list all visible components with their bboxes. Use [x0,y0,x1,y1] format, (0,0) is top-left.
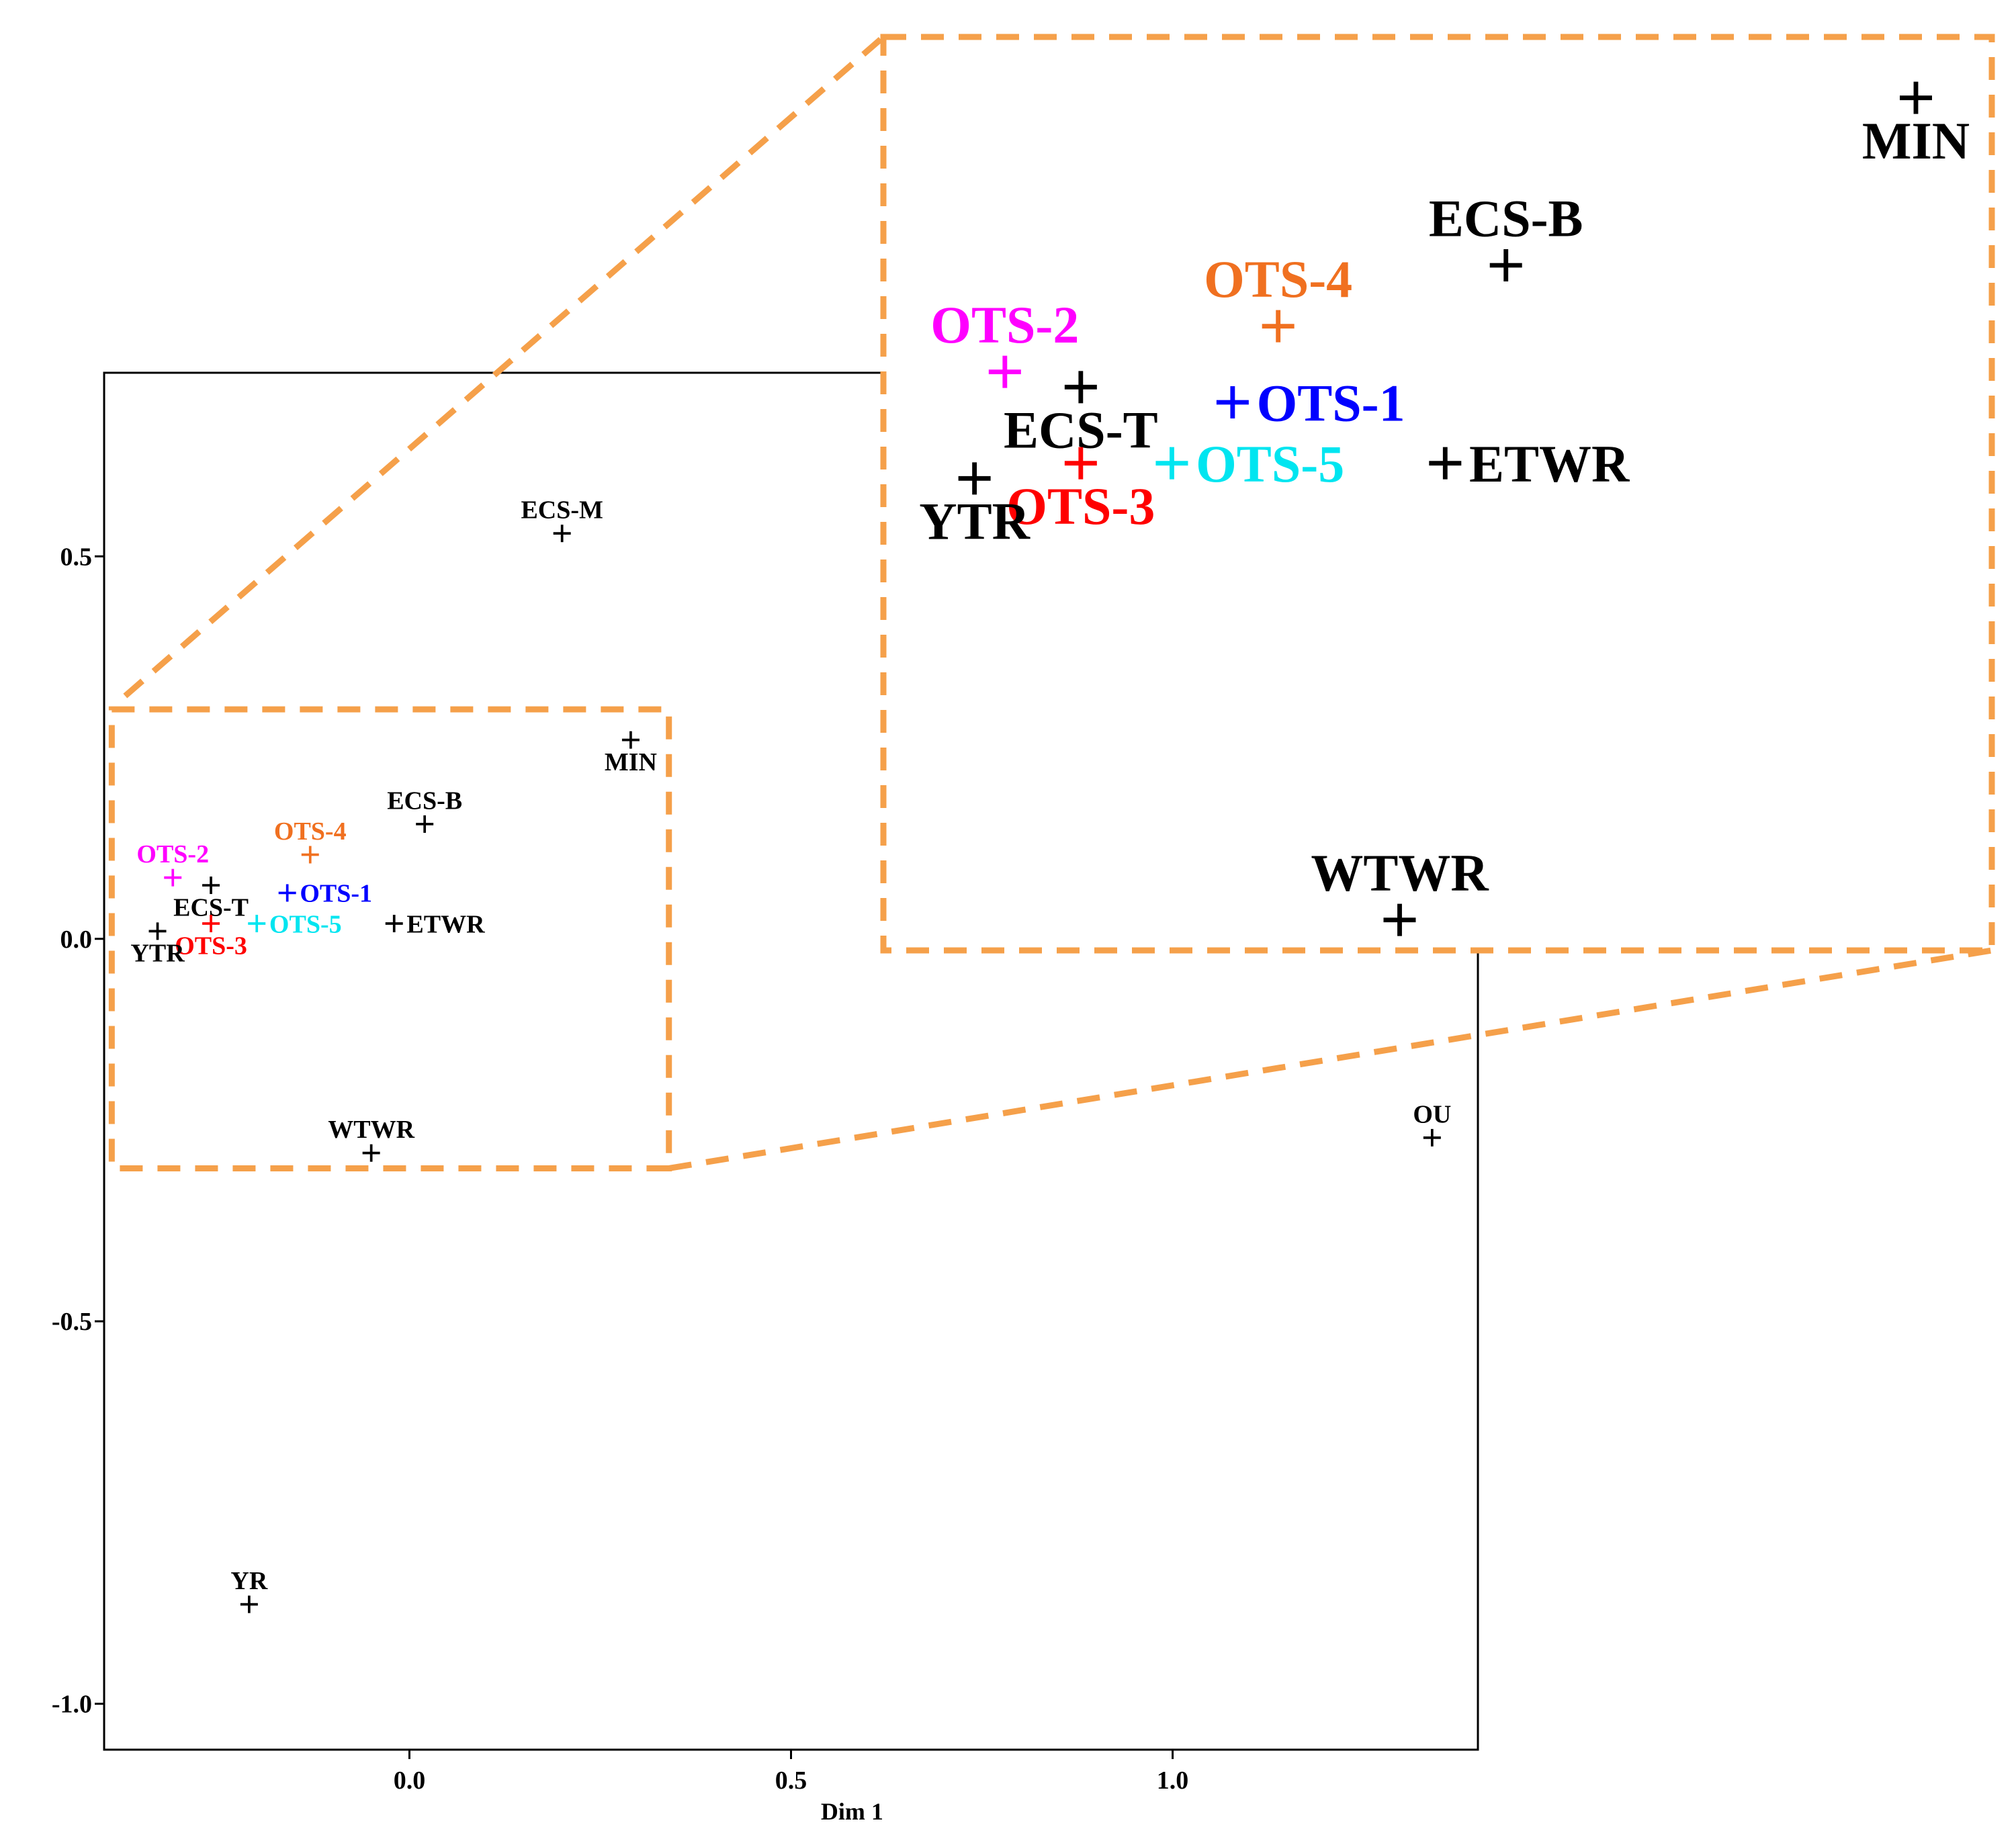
point-label: OTS-5 [1196,435,1344,493]
x-tick-label: 1.0 [1157,1766,1189,1795]
point-label: ECS-B [387,787,462,815]
point-wtwr: WTWR [1311,844,1489,936]
point-label: ETWR [406,910,485,938]
point-label: MIN [1862,111,1970,170]
point-etwr: ETWR [1429,435,1630,493]
point-etwr: ETWR [385,910,485,938]
point-ots-3: OTS-3 [175,915,247,960]
y-tick-label: 0.5 [60,543,93,571]
point-min: MIN [605,731,657,776]
y-axis: 0.5 0.0 -0.5 -1.0 [52,543,104,1719]
point-label: YTR [919,492,1031,551]
point-ecs-b: ECS-B [387,787,462,833]
point-ytr: YTR [130,922,185,968]
point-label: OTS-1 [1257,373,1405,432]
point-label: OU [1413,1100,1451,1128]
point-ots-1: OTS-1 [1216,373,1405,432]
point-label: WTWR [328,1116,414,1144]
point-label: OTS-2 [136,840,209,868]
point-ots-4: OTS-4 [274,817,347,864]
point-label: WTWR [1311,844,1489,902]
point-label: MIN [605,748,657,776]
zoom-connector-top [123,34,885,699]
y-tick-label: 0.0 [60,926,93,954]
point-ots-2: OTS-2 [930,296,1079,388]
x-tick-label: 0.0 [394,1766,426,1795]
point-ots-3: OTS-3 [1006,447,1155,535]
point-label: OTS-3 [1006,477,1155,535]
point-label: OTS-4 [274,817,347,846]
zoom-source-box [108,706,672,1171]
zoom-connector-bottom [668,947,1992,1171]
x-tick-label: 0.5 [775,1766,807,1795]
point-label: OTS-2 [930,296,1079,354]
point-ots-4: OTS-4 [1204,250,1352,343]
y-tick-label: -0.5 [52,1308,92,1336]
point-label: ECS-B [1429,189,1583,248]
point-label: OTS-4 [1204,250,1352,308]
zoom-inset-background [883,37,1992,950]
zoom-callout [108,34,1995,1171]
point-label: ETWR [1469,435,1630,493]
point-ou: OU [1413,1100,1451,1147]
point-ots-2: OTS-2 [136,840,209,887]
point-label: YR [230,1567,267,1595]
point-ytr: YTR [919,462,1031,551]
point-label: ECS-M [521,496,603,525]
point-ecs-b: ECS-B [1429,189,1583,281]
point-label: OTS-5 [269,910,342,938]
point-ots-5: OTS-5 [1155,435,1344,493]
point-ecs-m: ECS-M [521,496,603,543]
point-ots-5: OTS-5 [248,910,342,938]
point-wtwr: WTWR [328,1116,415,1162]
point-yr: YR [230,1567,268,1613]
x-axis: 0.0 0.5 1.0 [394,1750,1189,1795]
y-tick-label: -1.0 [52,1691,92,1719]
point-label: OTS-1 [300,880,372,908]
point-ots-1: OTS-1 [278,880,372,908]
x-axis-title: Dim 1 [821,1798,883,1825]
zoom-inset-box [880,34,1995,954]
point-label: YTR [130,940,185,968]
point-label: OTS-3 [175,932,247,960]
point-min: MIN [1862,81,1970,170]
